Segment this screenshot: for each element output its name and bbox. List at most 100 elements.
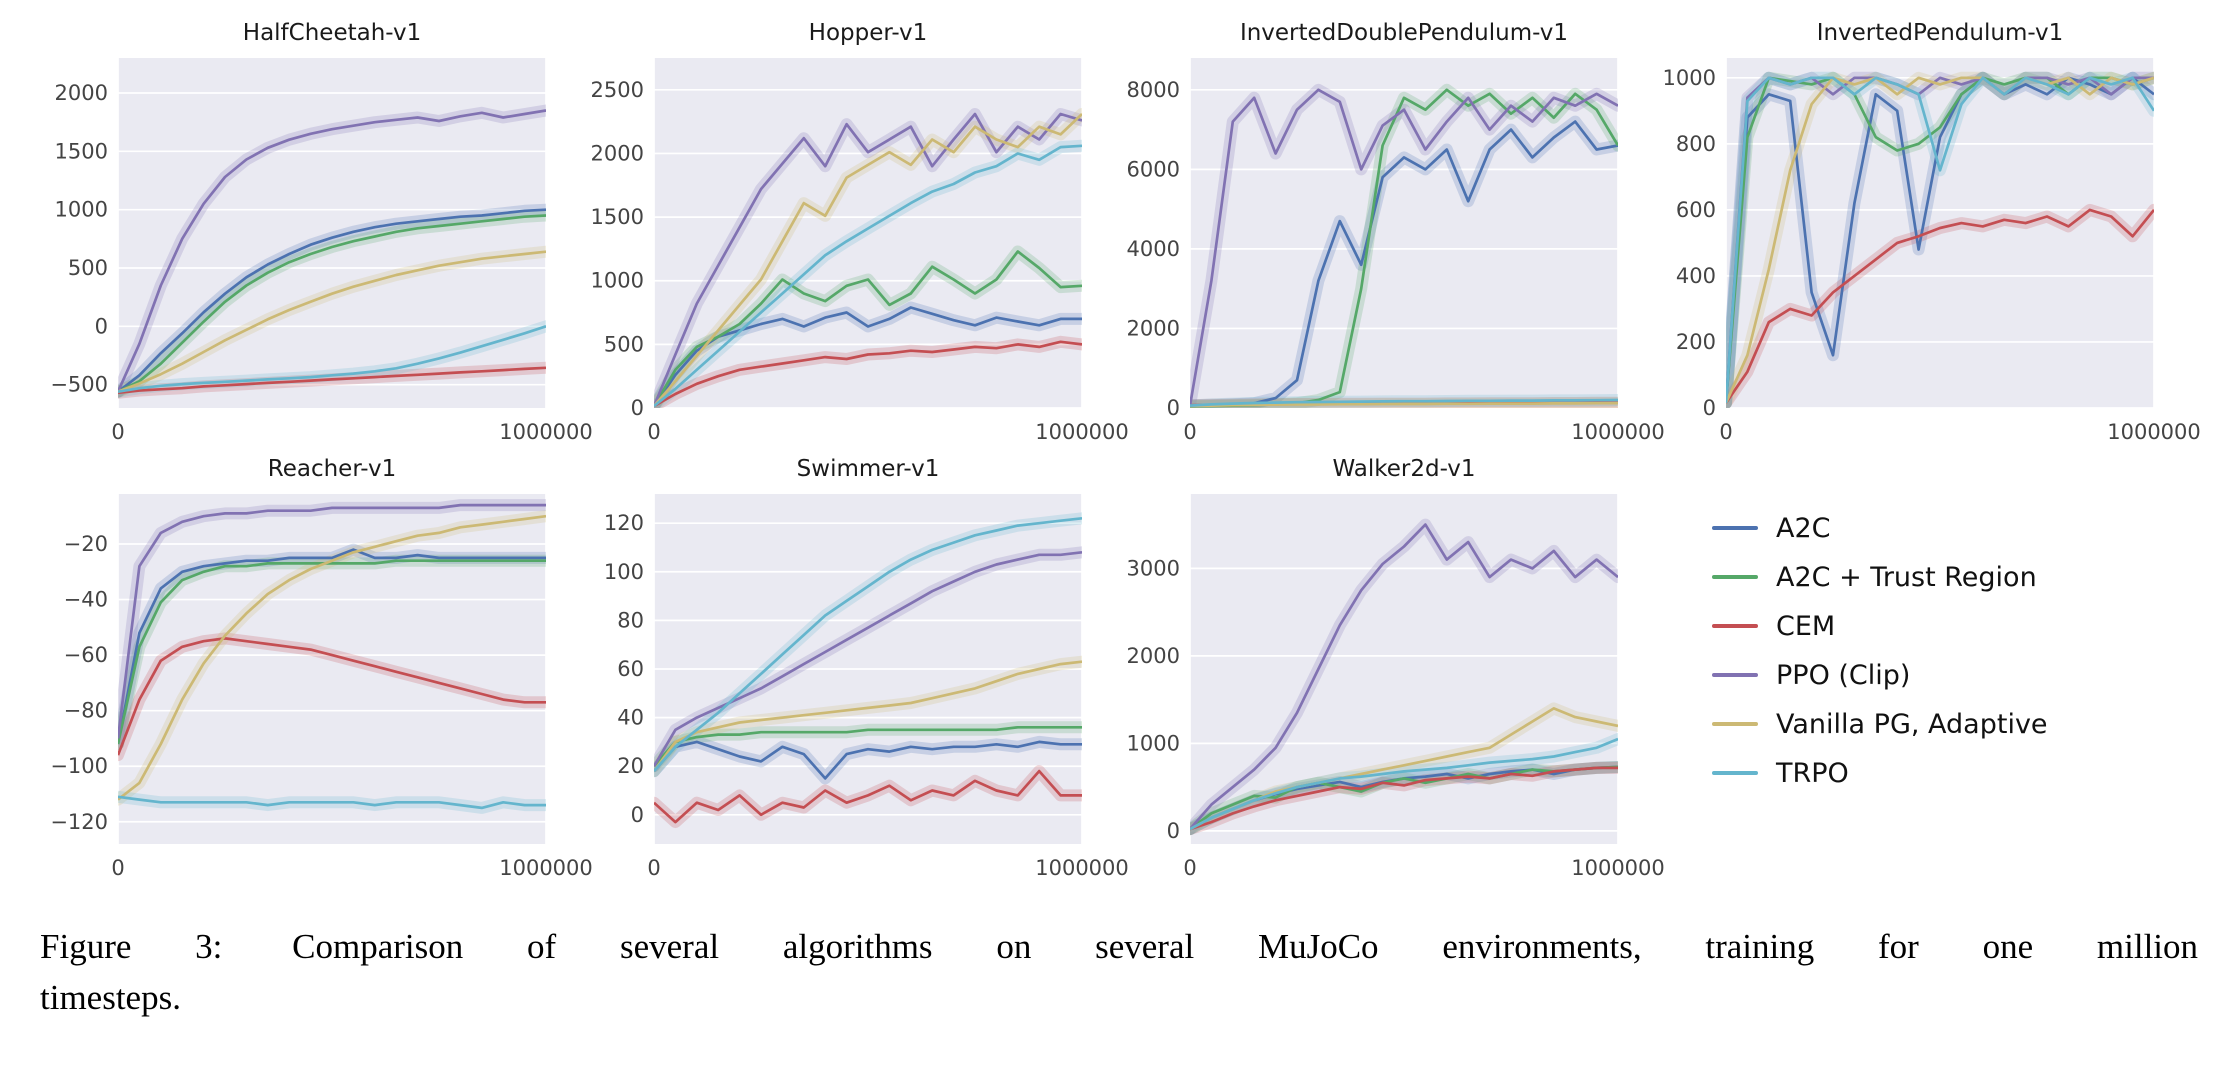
series-line — [118, 208, 546, 393]
y-tick-label: 80 — [617, 608, 644, 632]
x-tick-label: 1000000 — [1035, 856, 1129, 880]
series-line — [654, 740, 1082, 780]
y-tick-label: 3000 — [1127, 556, 1180, 580]
series-line — [118, 548, 546, 745]
chart-halfcheetah: HalfCheetah-v1 −500 0 500 1000 1500 2000 0 1000… — [40, 16, 593, 450]
chart-inverted-pendulum: InvertedPendulum-v1 0 200 400 600 800 1000 0 10… — [1648, 16, 2201, 450]
y-tick-label: 1500 — [55, 139, 108, 163]
y-tick-label: 1000 — [55, 198, 108, 222]
y-tick-label: 200 — [1676, 330, 1716, 354]
figure-caption: Figure 3: Comparison of several algorith… — [40, 922, 2198, 1024]
x-tick-label: 1000000 — [1571, 856, 1665, 880]
chart-plot-walker2d: 0 1000 2000 3000 0 1000000 — [1127, 494, 1665, 880]
series-line — [1190, 523, 1618, 830]
y-tick-label: 0 — [1167, 819, 1180, 843]
plot-area — [654, 58, 1082, 408]
series-line — [118, 366, 546, 395]
chart-row-bottom: Reacher-v1 −120 −100 −80 −60 −40 −20 0 1000000 … — [40, 452, 2198, 886]
series-line — [1190, 766, 1618, 831]
plot-area — [118, 494, 546, 844]
series-line — [118, 109, 546, 393]
y-tick-label: 6000 — [1127, 157, 1180, 181]
y-tick-label: −120 — [50, 810, 108, 834]
legend-label-ppo-clip: PPO (Clip) — [1776, 659, 1911, 691]
y-tick-label: 400 — [1676, 264, 1716, 288]
x-tick-label: 1000000 — [499, 420, 593, 444]
y-tick-label: 2000 — [55, 81, 108, 105]
series-line — [654, 250, 1082, 407]
series-line — [118, 503, 546, 739]
legend-line-swatch-cem — [1712, 624, 1758, 628]
legend-label-cem: CEM — [1776, 610, 1836, 642]
chart-hopper: Hopper-v1 0 500 1000 1500 2000 2500 0 1000000 — [576, 16, 1129, 450]
y-tick-label: 0 — [1703, 396, 1716, 420]
legend-entry-cem: CEM — [1712, 606, 2168, 646]
y-tick-label: 0 — [631, 396, 644, 420]
y-tick-label: 1500 — [591, 205, 644, 229]
y-tick-label: 1000 — [1663, 66, 1716, 90]
y-tick-label: 1000 — [1127, 731, 1180, 755]
y-tick-label: 60 — [617, 657, 644, 681]
series-line — [118, 214, 546, 393]
series-line — [1190, 401, 1618, 408]
x-tick-label: 1000000 — [1035, 420, 1129, 444]
chart-swimmer: Swimmer-v1 0 20 40 60 80 100 120 0 1000000 — [576, 452, 1129, 886]
y-tick-label: −500 — [50, 373, 108, 397]
legend-line-swatch-a2c-trust-region — [1712, 575, 1758, 579]
legend-label-vanilla-pg-adaptive: Vanilla PG, Adaptive — [1776, 708, 2048, 740]
chart-plot-inverted-double-pendulum: 0 2000 4000 6000 8000 0 1000000 — [1127, 58, 1665, 444]
x-tick-label: 0 — [111, 856, 124, 880]
chart-reacher: Reacher-v1 −120 −100 −80 −60 −40 −20 0 1000000 — [40, 452, 592, 886]
figure-caption-label: Figure 3: — [40, 927, 223, 966]
chart-row-top: HalfCheetah-v1 −500 0 500 1000 1500 2000 0 1000… — [40, 16, 2201, 450]
y-tick-label: 2000 — [1127, 316, 1180, 340]
series-line — [1190, 737, 1618, 831]
y-tick-label: −20 — [64, 532, 108, 556]
legend-line-swatch-ppo-clip — [1712, 673, 1758, 677]
series-line — [118, 514, 546, 801]
chart-title-walker2d: Walker2d-v1 — [1332, 456, 1476, 482]
x-tick-label: 1000000 — [2107, 420, 2201, 444]
chart-title-reacher: Reacher-v1 — [267, 456, 397, 482]
series-line — [1726, 208, 2154, 404]
x-tick-label: 1000000 — [499, 856, 593, 880]
x-tick-label: 0 — [647, 856, 660, 880]
series-line — [654, 306, 1082, 407]
y-tick-label: 1000 — [591, 269, 644, 293]
x-tick-label: 0 — [1719, 420, 1732, 444]
legend-line-swatch-vanilla-pg-adaptive — [1712, 722, 1758, 726]
y-tick-label: 120 — [604, 511, 644, 535]
legend-entry-trpo: TRPO — [1712, 753, 2168, 793]
chart-plot-inverted-pendulum: 0 200 400 600 800 1000 0 1000000 — [1663, 58, 2201, 444]
legend-label-trpo: TRPO — [1776, 757, 1849, 789]
series-line — [654, 725, 1082, 768]
y-tick-label: 0 — [631, 803, 644, 827]
y-tick-label: 40 — [617, 706, 644, 730]
chart-title-halfcheetah: HalfCheetah-v1 — [242, 20, 422, 46]
series-line — [654, 660, 1082, 772]
plot-area — [1726, 58, 2154, 408]
x-tick-label: 0 — [1183, 856, 1196, 880]
series-line — [118, 637, 546, 756]
figure-caption-line2: timesteps. — [40, 977, 181, 1017]
x-tick-label: 0 — [111, 420, 124, 444]
series-line — [654, 769, 1082, 824]
y-tick-label: 600 — [1676, 198, 1716, 222]
x-tick-label: 1000000 — [1571, 420, 1665, 444]
legend-entry-vanilla-pg-adaptive: Vanilla PG, Adaptive — [1712, 704, 2168, 744]
figure-3: HalfCheetah-v1 −500 0 500 1000 1500 2000 0 1000… — [40, 16, 2201, 1024]
y-tick-label: 4000 — [1127, 237, 1180, 261]
chart-title-hopper: Hopper-v1 — [808, 20, 928, 46]
legend: A2C A2C + Trust Region CEM PPO (Clip) Va… — [1648, 452, 2168, 886]
figure-caption-line1: Figure 3: Comparison of several algorith… — [40, 922, 2198, 973]
legend-label-a2c: A2C — [1776, 512, 1831, 544]
legend-line-swatch-trpo — [1712, 771, 1758, 775]
y-tick-label: 500 — [68, 256, 108, 280]
legend-entry-ppo-clip: PPO (Clip) — [1712, 655, 2168, 695]
y-tick-label: 2000 — [591, 141, 644, 165]
chart-walker2d: Walker2d-v1 0 1000 2000 3000 0 1000000 — [1112, 452, 1665, 886]
chart-title-inverted-double-pendulum: InvertedDoublePendulum-v1 — [1239, 20, 1569, 46]
legend-entry-a2c: A2C — [1712, 508, 2168, 548]
y-tick-label: −80 — [64, 699, 108, 723]
